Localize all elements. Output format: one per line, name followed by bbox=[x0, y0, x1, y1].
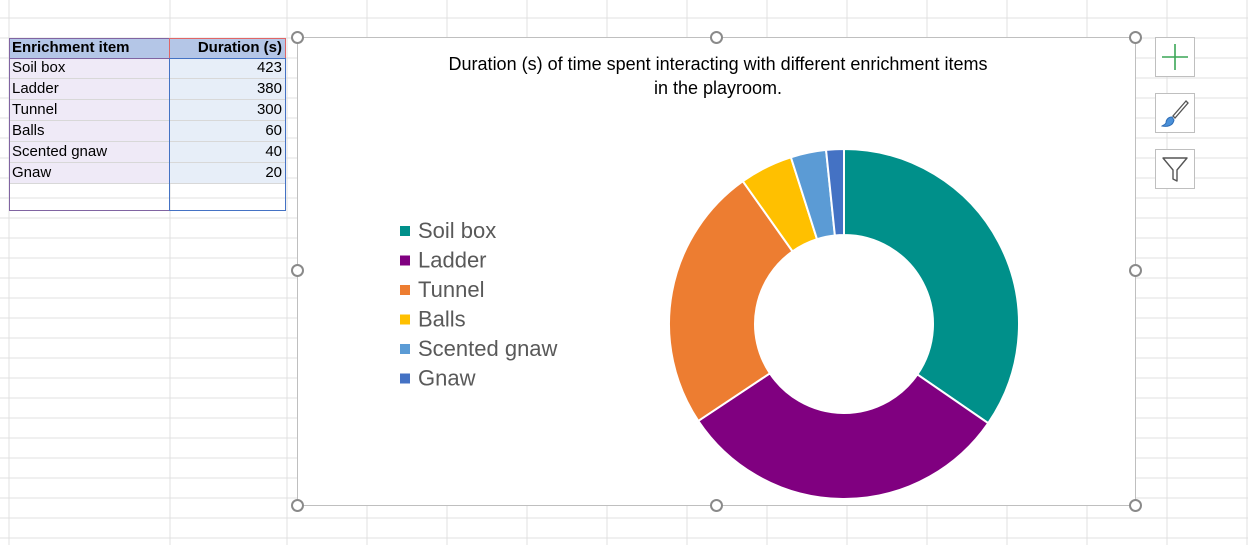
legend-swatch bbox=[400, 255, 410, 266]
table-row: Ladder 380 bbox=[9, 78, 285, 100]
cell-item[interactable]: Gnaw bbox=[9, 162, 169, 184]
table-header-row: Enrichment item Duration (s) bbox=[9, 38, 285, 58]
table-row: Scented gnaw 40 bbox=[9, 141, 285, 163]
resize-handle-top-right[interactable] bbox=[1129, 31, 1142, 44]
cell-item[interactable]: Soil box bbox=[9, 58, 169, 79]
resize-handle-left[interactable] bbox=[291, 264, 304, 277]
table-row: Soil box 423 bbox=[9, 58, 285, 79]
cell-duration[interactable]: 40 bbox=[169, 141, 285, 163]
cell-item[interactable]: Balls bbox=[9, 120, 169, 142]
column-header-item[interactable]: Enrichment item bbox=[9, 38, 169, 58]
legend-entry[interactable]: Scented gnaw bbox=[418, 336, 558, 361]
chart-area[interactable]: Duration (s) of time spent interacting w… bbox=[297, 37, 1136, 506]
resize-handle-top[interactable] bbox=[710, 31, 723, 44]
doughnut-chart: Soil box Ladder Tunnel Balls Scented gnaw Gna… bbox=[400, 147, 1020, 500]
chart-filters-button[interactable] bbox=[1155, 149, 1195, 189]
table-row: Tunnel 300 bbox=[9, 99, 285, 121]
cell-duration[interactable]: 60 bbox=[169, 120, 285, 142]
column-header-duration[interactable]: Duration (s) bbox=[169, 38, 285, 58]
legend-swatch bbox=[400, 373, 410, 384]
chart-title[interactable]: Duration (s) of time spent interacting w… bbox=[358, 52, 1078, 100]
resize-handle-right[interactable] bbox=[1129, 264, 1142, 277]
chart-title-line-1: Duration (s) of time spent interacting w… bbox=[448, 54, 988, 74]
legend-entry[interactable]: Tunnel bbox=[418, 277, 484, 302]
resize-handle-bottom-left[interactable] bbox=[291, 499, 304, 512]
cell-duration[interactable]: 300 bbox=[169, 99, 285, 121]
legend-entry[interactable]: Balls bbox=[418, 307, 466, 332]
cell-duration[interactable]: 380 bbox=[169, 78, 285, 100]
legend-entry[interactable]: Soil box bbox=[418, 218, 496, 243]
doughnut-slice-ladder[interactable] bbox=[696, 371, 990, 500]
legend-swatch bbox=[400, 226, 410, 236]
paintbrush-icon bbox=[1160, 100, 1189, 127]
data-table: Enrichment item Duration (s) Soil box 423… bbox=[9, 38, 285, 184]
resize-handle-bottom-right[interactable] bbox=[1129, 499, 1142, 512]
chart-title-line-2: in the playroom. bbox=[653, 78, 783, 98]
legend-entry[interactable]: Gnaw bbox=[418, 366, 476, 391]
resize-handle-bottom[interactable] bbox=[710, 499, 723, 512]
cell-item[interactable]: Scented gnaw bbox=[9, 141, 169, 163]
cell-duration[interactable]: 20 bbox=[169, 162, 285, 184]
doughnut-slice-tunnel[interactable] bbox=[668, 179, 794, 423]
funnel-icon bbox=[1162, 157, 1188, 182]
table-row: Balls 60 bbox=[9, 120, 285, 142]
legend-entry[interactable]: Ladder bbox=[418, 248, 487, 273]
legend-swatch bbox=[400, 314, 410, 325]
doughnut-slice-gnaw[interactable] bbox=[824, 147, 845, 237]
chart-elements-button[interactable] bbox=[1155, 37, 1195, 77]
plus-icon bbox=[1162, 44, 1188, 70]
resize-handle-top-left[interactable] bbox=[291, 31, 304, 44]
cell-duration[interactable]: 423 bbox=[169, 58, 285, 79]
table-row: Gnaw 20 bbox=[9, 162, 285, 184]
legend-swatch bbox=[400, 344, 410, 354]
legend-swatch bbox=[400, 285, 410, 295]
doughnut-slice-soil-box[interactable] bbox=[843, 147, 1020, 425]
chart-styles-button[interactable] bbox=[1155, 93, 1195, 133]
cell-item[interactable]: Ladder bbox=[9, 78, 169, 100]
cell-item[interactable]: Tunnel bbox=[9, 99, 169, 121]
